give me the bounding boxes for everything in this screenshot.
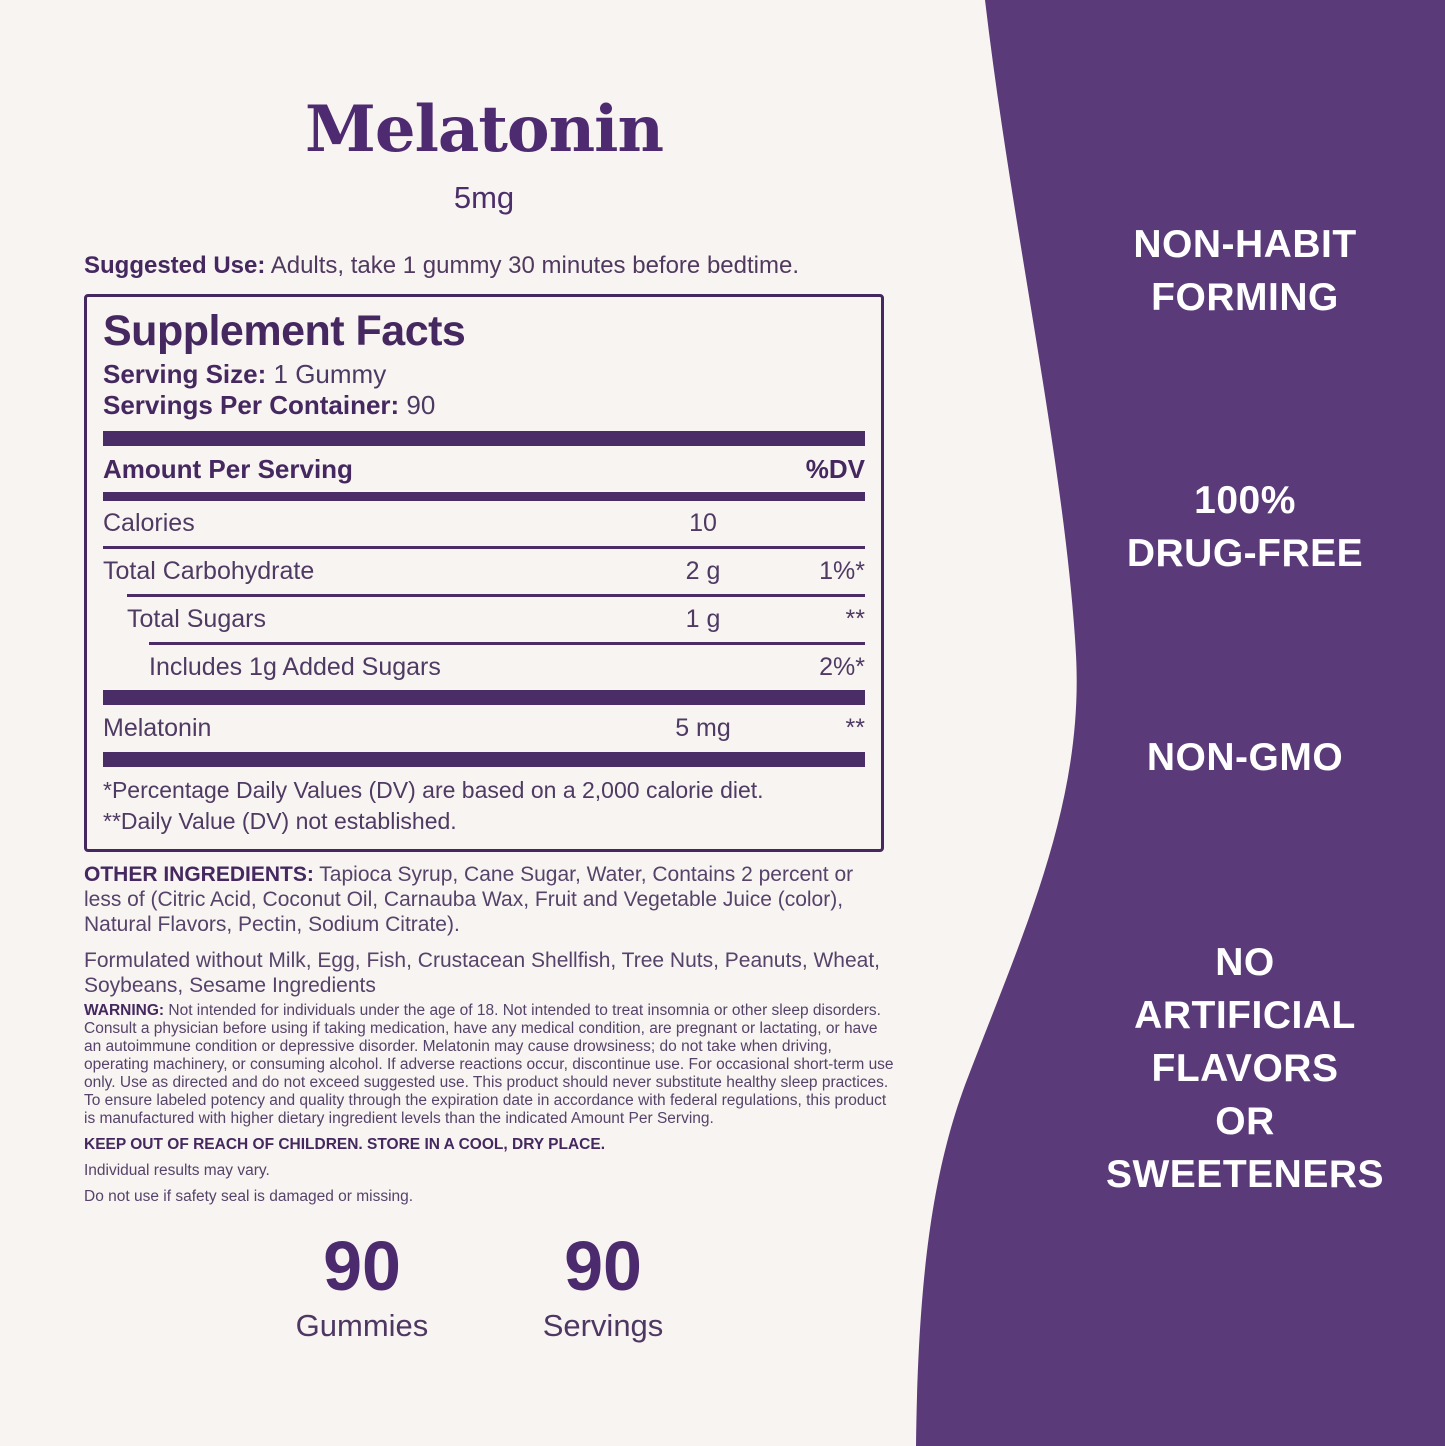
safety-seal-statement: Do not use if safety seal is damaged or … (84, 1188, 414, 1205)
claim-line: FORMING (1151, 276, 1339, 319)
servings-count-value: 90 (564, 1227, 642, 1305)
claim-line: NON-GMO (1146, 736, 1344, 779)
claim-line: 100% (1194, 479, 1296, 522)
warning-text: Not intended for individuals under the a… (84, 1002, 894, 1127)
claim-line: NON-HABIT (1133, 223, 1357, 266)
page-title: Melatonin (305, 92, 664, 167)
warning-paragraph: WARNING: Not intended for individuals un… (84, 1002, 896, 1128)
column-amount-per-serving: Amount Per Serving (103, 453, 353, 484)
nutrient-amount: 1 g (685, 605, 721, 634)
claim-line: ARTIFICIAL (1134, 994, 1356, 1037)
table-row-melatonin: Melatonin 5 mg ** (103, 705, 865, 752)
serving-size-value: 1 Gummy (266, 359, 387, 390)
dv-footnotes: *Percentage Daily Values (DV) are based … (103, 775, 865, 837)
suggested-use-text: Adults, take 1 gummy 30 minutes before b… (265, 252, 799, 279)
row-divider (149, 642, 865, 646)
table-row-total-sugars: Total Sugars 1 g ** (103, 597, 865, 642)
thick-divider (103, 431, 865, 447)
other-ingredients-text: Tapioca Syrup, Cane Sugar, Water, Contai… (84, 863, 854, 936)
servings-per-container-line: Servings Per Container: 90 (103, 390, 865, 421)
nutrient-name: Melatonin (103, 714, 212, 743)
claim-line: SWEETENERS (1105, 1153, 1385, 1196)
nutrient-amount: 5 mg (675, 714, 731, 743)
nutrient-dv: 1%* (819, 557, 865, 586)
allergen-statement: Formulated without Milk, Egg, Fish, Crus… (84, 949, 881, 997)
thick-divider (103, 690, 865, 706)
gummies-count-value: 90 (323, 1227, 401, 1305)
dosage-text: 5mg (453, 180, 515, 215)
servings-label: Servings Per Container: (103, 390, 400, 421)
gummies-count-stat: 90 Gummies (232, 1227, 492, 1344)
column-percent-dv: %DV (805, 453, 865, 484)
suggested-use-label: Suggested Use: (84, 252, 266, 279)
claim-line: NO (1215, 941, 1275, 984)
gummies-count-label: Gummies (295, 1307, 429, 1343)
nutrient-amount: 10 (689, 509, 717, 538)
nutrient-name: Total Carbohydrate (103, 557, 315, 586)
supplement-facts-heading: Supplement Facts (103, 307, 466, 355)
nutrient-dv: ** (845, 714, 865, 743)
supplement-facts-panel: Supplement Facts Serving Size: 1 Gummy S… (84, 294, 884, 852)
warning-label: WARNING: (84, 1002, 165, 1019)
individual-results-statement: Individual results may vary. (84, 1162, 270, 1179)
servings-count-label: Servings (542, 1307, 664, 1343)
claim-drug-free: 100% DRUG-FREE (1030, 474, 1445, 580)
row-divider (127, 594, 865, 598)
nutrient-amount: 2 g (685, 557, 721, 586)
keep-out-of-reach-statement: KEEP OUT OF REACH OF CHILDREN. STORE IN … (84, 1136, 606, 1153)
thick-divider (103, 752, 865, 768)
table-row-calories: Calories 10 (103, 501, 865, 546)
claim-line: DRUG-FREE (1126, 532, 1364, 575)
claim-line: OR (1215, 1100, 1275, 1143)
claim-non-habit-forming: NON-HABIT FORMING (1030, 218, 1445, 324)
servings-value: 90 (399, 390, 436, 421)
nutrient-dv: 2%* (819, 653, 865, 682)
serving-size-line: Serving Size: 1 Gummy (103, 359, 865, 390)
claim-non-gmo: NON-GMO (1030, 731, 1445, 784)
footnote-percent-dv: *Percentage Daily Values (DV) are based … (103, 777, 764, 804)
purple-swoosh-shape (916, 0, 1445, 1446)
table-row-added-sugars: Includes 1g Added Sugars 2%* (103, 645, 865, 690)
suggested-use: Suggested Use: Adults, take 1 gummy 30 m… (84, 252, 896, 280)
nutrient-dv: ** (845, 605, 865, 634)
nutrient-name: Includes 1g Added Sugars (149, 653, 441, 682)
table-header-row: Amount Per Serving %DV (103, 446, 865, 492)
claim-line: FLAVORS (1151, 1047, 1339, 1090)
servings-count-stat: 90 Servings (473, 1227, 733, 1344)
other-ingredients-paragraph: OTHER INGREDIENTS: Tapioca Syrup, Cane S… (84, 862, 896, 937)
row-divider (103, 546, 865, 550)
serving-size-label: Serving Size: (103, 359, 267, 390)
footnote-dv-not-established: **Daily Value (DV) not established. (103, 808, 457, 835)
header-divider (103, 492, 865, 502)
other-ingredients-label: OTHER INGREDIENTS: (84, 863, 314, 886)
claim-no-artificial-flavors: NO ARTIFICIAL FLAVORS OR SWEETENERS (1030, 936, 1445, 1201)
nutrient-name: Calories (103, 509, 195, 538)
nutrient-name: Total Sugars (127, 605, 266, 634)
table-row-total-carbohydrate: Total Carbohydrate 2 g 1%* (103, 549, 865, 594)
